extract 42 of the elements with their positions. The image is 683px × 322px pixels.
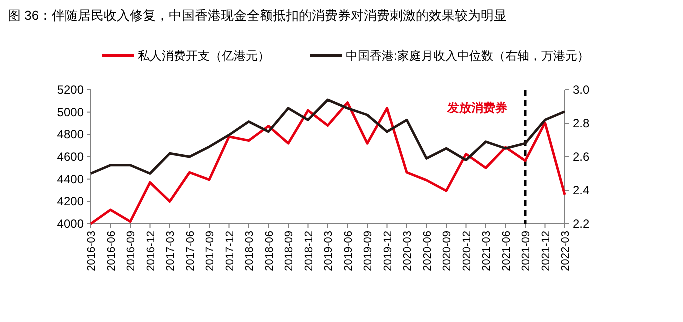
- x-tick-label: 2018-03: [244, 231, 256, 272]
- x-tick-label: 2021-12: [540, 231, 552, 272]
- y2-tick-label: 2.8: [573, 116, 590, 130]
- x-tick-label: 2019-03: [323, 231, 335, 272]
- y-tick-label: 4200: [57, 194, 84, 209]
- y2-tick-label: 2.6: [573, 150, 590, 164]
- x-tick-label: 2019-06: [342, 231, 355, 272]
- y2-tick-label: 3.0: [573, 83, 590, 97]
- x-tick-label: 2017-12: [224, 231, 236, 272]
- x-tick-label: 2016-03: [86, 231, 98, 272]
- x-tick-label: 2020-03: [402, 231, 414, 272]
- x-tick-label: 2020-09: [442, 231, 454, 272]
- x-tick-label: 2020-06: [422, 231, 434, 272]
- y-tick-label: 4600: [57, 150, 84, 164]
- x-tick-label: 2022-03: [560, 231, 572, 272]
- x-tick-label: 2021-03: [481, 231, 493, 272]
- y-tick-label: 4800: [57, 128, 84, 142]
- y-tick-label: 5000: [57, 105, 84, 120]
- x-tick-label: 2020-12: [461, 231, 474, 272]
- x-tick-label: 2017-09: [204, 231, 216, 272]
- y2-tick-label: 2.2: [573, 217, 590, 231]
- x-tick-label: 2019-09: [362, 231, 374, 272]
- y-tick-label: 5200: [57, 83, 84, 97]
- line-series: [90, 98, 566, 175]
- y-tick-label: 4400: [57, 172, 84, 186]
- x-tick-label: 2018-12: [303, 231, 316, 272]
- x-tick-label: 2018-06: [264, 231, 276, 272]
- x-tick-label: 2019-12: [382, 231, 394, 272]
- y2-tick-label: 2.4: [573, 184, 590, 198]
- x-tick-label: 2017-03: [165, 231, 177, 272]
- x-tick-label: 2018-09: [284, 231, 296, 272]
- ref-line-label: 发放消费券: [446, 101, 508, 115]
- x-tick-label: 2016-09: [126, 231, 138, 272]
- legend-label: 中国香港:家庭月收入中位数（右轴，万港元）: [346, 49, 590, 63]
- chart-title: 图 36：伴随居民收入修复，中国香港现金全额抵扣的消费券对消费刺激的效果较为明显: [8, 8, 508, 23]
- x-tick-label: 2016-06: [106, 231, 118, 272]
- x-tick-label: 2021-09: [520, 231, 532, 272]
- x-tick-label: 2021-06: [500, 231, 513, 272]
- x-tick-label: 2017-06: [184, 231, 197, 272]
- x-tick-label: 2016-12: [145, 231, 158, 272]
- y-tick-label: 4000: [57, 217, 84, 231]
- legend-label: 私人消费开支（亿港元）: [138, 49, 270, 63]
